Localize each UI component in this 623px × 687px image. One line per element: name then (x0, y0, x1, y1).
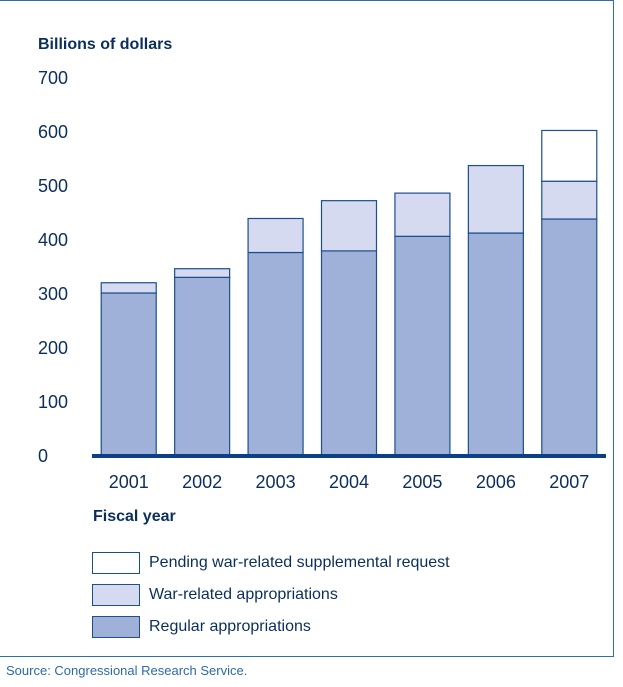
legend-label-war-related: War-related appropriations (149, 586, 338, 603)
x-tick-label: 2005 (402, 472, 442, 492)
y-tick-label: 200 (38, 338, 68, 358)
bar-segment-war-related-appropriations-2002 (174, 268, 231, 278)
bar-segment-regular-appropriations-2005 (394, 235, 451, 456)
x-tick-label: 2006 (476, 472, 516, 492)
bar-segment-war-related-appropriations-2004 (320, 200, 378, 252)
y-tick-label: 400 (38, 230, 68, 250)
y-axis-title: Billions of dollars (38, 36, 173, 53)
chart-frame (0, 0, 614, 657)
legend-label-pending: Pending war-related supplemental request (149, 554, 450, 571)
x-tick-label: 2003 (256, 472, 296, 492)
bar-segment-regular-appropriations-2001 (100, 292, 157, 456)
y-tick-label: 600 (38, 122, 68, 142)
bar-segment-regular-appropriations-2002 (174, 276, 231, 456)
bar-segment-war-related-appropriations-2006 (467, 164, 524, 234)
x-tick-label: 2002 (182, 472, 222, 492)
legend: Pending war-related supplemental request… (92, 551, 450, 647)
y-tick-label: 300 (38, 284, 68, 304)
legend-swatch-regular (92, 616, 140, 638)
legend-item-regular: Regular appropriations (92, 615, 450, 639)
legend-swatch-pending (92, 552, 140, 574)
x-axis-title: Fiscal year (93, 508, 176, 525)
bar-segment-war-related-appropriations-2005 (394, 192, 451, 237)
bar-segment-war-related-appropriations-2003 (247, 217, 304, 254)
y-tick-label: 0 (38, 446, 48, 466)
legend-swatch-war-related (92, 584, 140, 606)
y-tick-label: 700 (38, 68, 68, 88)
bar-segment-regular-appropriations-2007 (541, 218, 598, 456)
legend-item-war-related: War-related appropriations (92, 583, 450, 607)
y-tick-label: 100 (38, 392, 68, 412)
x-tick-label: 2004 (329, 472, 369, 492)
bar-segment-regular-appropriations-2004 (320, 250, 378, 456)
legend-label-regular: Regular appropriations (149, 618, 311, 635)
bar-segment-regular-appropriations-2003 (247, 251, 304, 456)
legend-item-pending: Pending war-related supplemental request (92, 551, 450, 575)
bar-segment-war-related-appropriations-2001 (100, 282, 157, 294)
bars (92, 129, 606, 458)
source-note: Source: Congressional Research Service. (6, 663, 248, 678)
x-tick-labels: 2001 2002 2003 2004 2005 2006 2007 (109, 472, 590, 492)
x-tick-label: 2001 (109, 472, 149, 492)
y-tick-label: 500 (38, 176, 68, 196)
bar-segment-war-related-appropriations-2007 (541, 180, 598, 220)
bar-segment-regular-appropriations-2006 (467, 232, 524, 456)
x-tick-label: 2007 (549, 472, 589, 492)
bar-segment-pending-war-related-supplemental-request-2007 (541, 129, 598, 182)
y-tick-labels: 0 100 200 300 400 500 600 700 (38, 68, 68, 466)
